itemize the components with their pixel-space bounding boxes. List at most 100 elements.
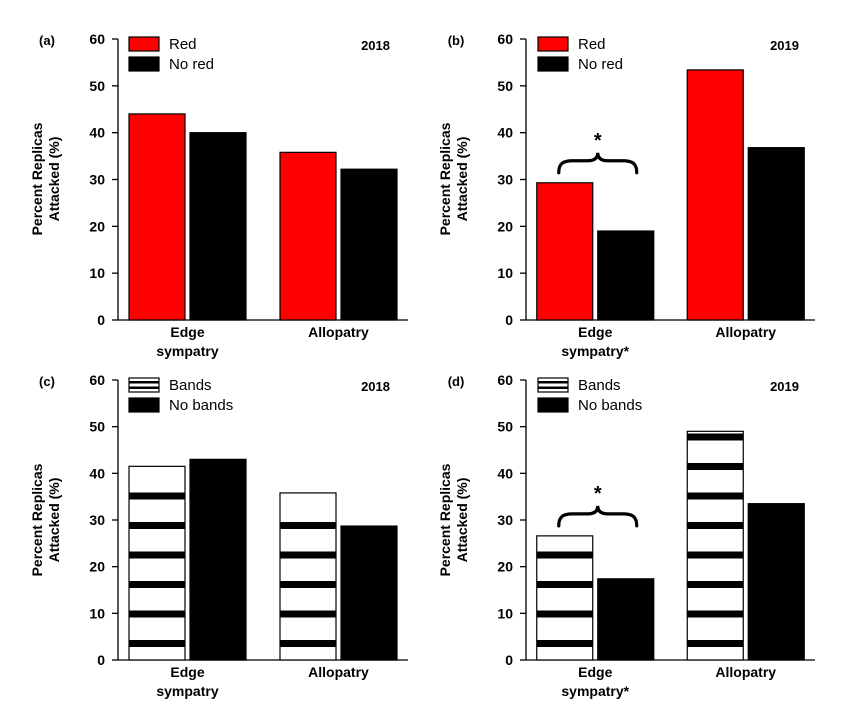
bar-stripe (687, 640, 744, 647)
y-axis-label: Percent ReplicasAttacked (%) (29, 463, 62, 576)
y-axis-label: Percent ReplicasAttacked (%) (29, 122, 62, 235)
bar-stripe (280, 522, 336, 529)
y-tick-label: 0 (97, 312, 105, 328)
x-category-label: Edge sympatry* (561, 324, 629, 359)
bar-stripe (280, 551, 336, 559)
bar-stripe (687, 463, 744, 470)
bar-stripe (129, 610, 185, 618)
bar-stripe (687, 610, 744, 618)
bar-red-1 (279, 151, 337, 321)
legend-swatch-fill (128, 377, 160, 393)
y-tick-label: 50 (89, 419, 105, 435)
legend-swatch-stripe (129, 381, 159, 384)
x-category-label-line: sympatry (156, 343, 218, 359)
y-tick-label: 60 (497, 31, 513, 47)
panel-label: (c) (39, 374, 55, 389)
y-tick-label: 50 (497, 419, 513, 435)
x-category-label: Edge sympatry (156, 664, 218, 699)
y-tick-label: 20 (497, 559, 513, 575)
bar-no-bands-1 (747, 503, 805, 661)
bar-stripe (129, 522, 185, 529)
bar-stripe (129, 640, 185, 647)
legend-label: No red (578, 56, 623, 73)
y-axis-label: Percent ReplicasAttacked (%) (437, 122, 470, 235)
y-tick-label: 50 (497, 78, 513, 94)
bar-stripe (129, 551, 185, 559)
chart-panel-d: 0 10 20 30 40 50 60 Percent ReplicasAttacked (%… (437, 372, 815, 699)
chart-panel-c: 0 10 20 30 40 50 60 Percent ReplicasAttacked (%… (29, 372, 408, 699)
bar-outline (128, 465, 186, 661)
x-category-label: Allopatry (308, 664, 369, 680)
significance-star: * (594, 130, 602, 152)
y-tick-label: 20 (497, 218, 513, 234)
y-tick-label: 60 (89, 372, 105, 388)
legend-label: Bands (169, 377, 212, 394)
panel-label: (b) (448, 33, 465, 48)
bar-stripe (687, 581, 744, 588)
bar-outline (279, 492, 337, 661)
x-category-label-line: Allopatry (308, 664, 369, 680)
bar-outline (536, 535, 594, 661)
panel-label: (d) (448, 374, 465, 389)
y-tick-label: 10 (89, 605, 105, 621)
legend-swatch-red (537, 36, 569, 52)
bar-stripe (687, 551, 744, 559)
y-tick-label: 50 (89, 78, 105, 94)
bar-no-red-1 (340, 168, 398, 321)
bar-fill (280, 492, 336, 660)
legend-label: Red (578, 36, 606, 53)
bar-no-bands-0 (597, 578, 655, 661)
y-tick-label: 20 (89, 218, 105, 234)
bar-stripe (687, 522, 744, 529)
x-category-label: Edge sympatry (156, 324, 218, 359)
bar-stripe (536, 640, 593, 647)
bar-no-red-1 (747, 147, 805, 321)
y-tick-label: 10 (497, 605, 513, 621)
x-category-label-line: sympatry* (561, 683, 629, 699)
legend-swatch-fill (537, 377, 569, 393)
bar-no-red-0 (597, 230, 655, 321)
x-category-label: Edge sympatry* (561, 664, 629, 699)
y-tick-label: 0 (505, 312, 513, 328)
x-category-label-line: Allopatry (715, 324, 776, 340)
significance-brace (557, 505, 639, 528)
x-category-label-line: sympatry* (561, 343, 629, 359)
legend-swatch-no-red (128, 56, 160, 72)
legend-label: Red (169, 36, 197, 53)
year-label: 2018 (361, 379, 390, 394)
bar-red-1 (686, 69, 744, 321)
y-tick-label: 10 (89, 265, 105, 281)
y-axis-label-line: Attacked (%) (454, 478, 470, 563)
y-tick-label: 40 (89, 125, 105, 141)
x-category-label: Allopatry (715, 324, 776, 340)
y-axis-label-line: Attacked (%) (46, 478, 62, 563)
y-axis-label-line: Percent Replicas (29, 122, 45, 235)
bar-stripe (536, 610, 593, 618)
bar-stripe (536, 581, 593, 588)
bar-no-red-0 (189, 132, 247, 321)
y-axis-label-line: Attacked (%) (454, 137, 470, 222)
year-label: 2019 (770, 38, 799, 53)
significance-brace (557, 152, 639, 175)
x-category-label-line: Edge (578, 664, 612, 680)
bar-stripe (687, 433, 744, 441)
y-tick-label: 40 (89, 465, 105, 481)
x-category-label-line: Edge (170, 664, 204, 680)
y-tick-label: 40 (497, 465, 513, 481)
y-tick-label: 30 (89, 512, 105, 528)
significance-star: * (594, 483, 602, 505)
bar-no-bands-1 (340, 525, 398, 661)
legend-swatch-bands (128, 377, 160, 393)
bar-stripe (129, 581, 185, 588)
y-tick-label: 60 (497, 372, 513, 388)
x-category-label-line: Allopatry (308, 324, 369, 340)
x-category-label-line: Allopatry (715, 664, 776, 680)
y-tick-label: 10 (497, 265, 513, 281)
y-tick-label: 30 (497, 512, 513, 528)
legend-label: No bands (169, 397, 233, 414)
bar-bands-1 (686, 430, 744, 661)
bar-outline (686, 430, 744, 661)
bar-stripe (687, 492, 744, 500)
legend-swatch-bands (537, 377, 569, 393)
